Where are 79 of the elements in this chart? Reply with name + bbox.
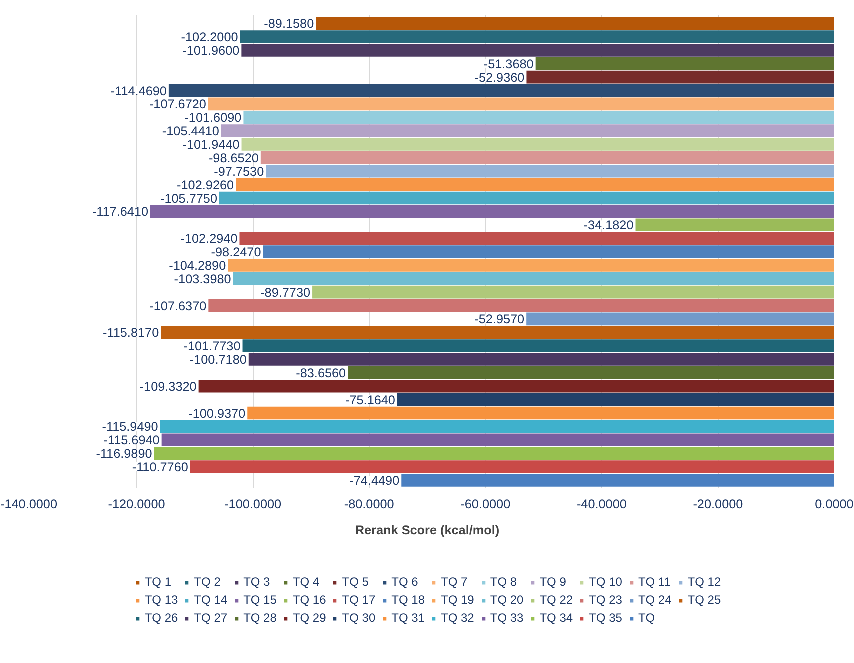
legend-label: TQ 10	[589, 575, 622, 589]
data-label: -115.8170	[103, 326, 160, 340]
x-tick-label: -100.0000	[224, 498, 282, 512]
legend-label: TQ 20	[490, 593, 524, 607]
legend-label: TQ 25	[688, 593, 722, 607]
x-tick-label: -80.0000	[344, 498, 394, 512]
data-label: -52.9570	[474, 312, 525, 327]
x-tick-label: -120.0000	[108, 498, 166, 512]
data-label: -75.1640	[346, 393, 396, 408]
legend-label: TQ 24	[638, 593, 672, 607]
data-label: -114.4690	[110, 84, 167, 98]
x-tick-label: 0.0000	[815, 498, 854, 512]
legend-label: TQ 12	[688, 575, 722, 589]
legend-label: TQ 1	[144, 575, 172, 589]
x-tick-label: -20.0000	[693, 498, 744, 512]
legend-label: TQ 31	[392, 611, 425, 625]
legend-label: TQ 30	[342, 611, 376, 625]
legend-label: TQ	[638, 611, 656, 625]
data-label: -105.7750	[160, 192, 218, 206]
legend-label: TQ 34	[540, 611, 574, 625]
legend-label: TQ 9	[540, 575, 566, 589]
legend-label: TQ 3	[244, 575, 270, 589]
data-label: -100.7180	[190, 353, 247, 367]
legend-label: TQ 23	[589, 593, 622, 607]
legend-label: TQ 8	[490, 575, 518, 589]
data-label: -101.9440	[182, 138, 240, 152]
legend-label: TQ 28	[244, 611, 277, 625]
x-tick-label: -40.0000	[576, 498, 627, 512]
legend-label: TQ 2	[194, 575, 221, 589]
data-label: -115.6940	[104, 434, 160, 448]
legend-label: TQ 11	[638, 575, 671, 589]
data-label: -83.6560	[296, 366, 346, 380]
data-label: -110.7760	[132, 460, 188, 474]
data-label: -107.6720	[149, 98, 206, 112]
legend-label: TQ 18	[392, 593, 425, 607]
data-label: -102.2000	[181, 30, 238, 44]
data-label: -97.7530	[214, 164, 264, 179]
legend-label: TQ 6	[392, 575, 418, 589]
data-label: -102.2940	[180, 232, 238, 246]
data-label: -109.3320	[140, 380, 197, 394]
data-label: -34.1820	[584, 218, 634, 233]
legend-label: TQ 7	[441, 575, 468, 589]
data-label: -107.6370	[150, 299, 207, 314]
legend-label: TQ 14	[194, 593, 228, 607]
legend-label: TQ 19	[441, 593, 474, 607]
data-label: -102.9260	[177, 178, 234, 192]
data-label: -101.9600	[182, 44, 240, 58]
x-axis-title: Rerank Score (kcal/mol)	[355, 524, 500, 538]
legend-label: TQ 16	[292, 593, 326, 607]
data-label: -101.7730	[184, 340, 241, 354]
x-tick-label: -60.0000	[460, 498, 511, 512]
data-label: -51.3680	[484, 57, 534, 72]
legend-label: TQ 29	[292, 611, 326, 625]
legend-label: TQ 17	[342, 593, 376, 607]
data-label: -74.4490	[350, 474, 400, 488]
data-label: -98.2470	[211, 246, 262, 260]
legend-label: TQ 32	[441, 611, 474, 625]
data-label: -104.2890	[169, 258, 226, 273]
legend-label: TQ 15	[244, 593, 277, 607]
legend-label: TQ 13	[144, 593, 178, 607]
legend-label: TQ 5	[342, 575, 369, 589]
data-label: -115.9490	[102, 420, 158, 434]
data-label: -105.4410	[162, 124, 220, 139]
data-label: -89.1580	[264, 17, 314, 32]
data-label: -98.6520	[208, 151, 259, 166]
legend-label: TQ 22	[540, 593, 574, 607]
data-label: -89.7730	[260, 286, 311, 300]
data-label: -52.9360	[474, 70, 525, 85]
data-label: -103.3980	[174, 272, 232, 286]
legend-label: TQ 35	[589, 611, 622, 625]
legend-label: TQ 4	[292, 575, 320, 589]
data-label: -100.9370	[188, 406, 246, 421]
legend-label: TQ 26	[144, 611, 178, 625]
data-label: -116.9890	[96, 447, 152, 462]
legend-label: TQ 27	[194, 611, 228, 625]
legend-label: TQ 33	[490, 611, 524, 625]
x-tick-label: -140.0000	[0, 498, 58, 512]
data-label: -117.6410	[92, 205, 149, 220]
data-label: -101.6090	[184, 111, 242, 126]
